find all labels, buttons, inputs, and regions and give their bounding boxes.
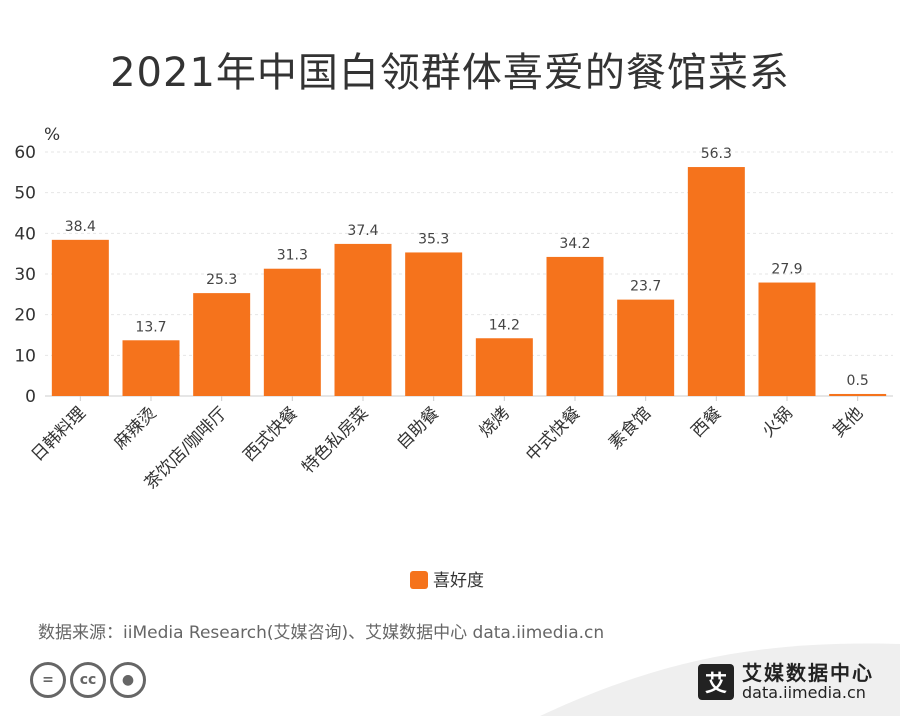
x-tick-label: 西餐 — [688, 403, 726, 441]
bar — [263, 268, 321, 396]
data-label: 27.9 — [771, 262, 802, 278]
x-tick-label: 火锅 — [758, 403, 796, 441]
bar — [475, 338, 533, 396]
x-tick-label: 素食馆 — [605, 403, 655, 453]
data-label: 25.3 — [206, 272, 237, 288]
y-tick-label: 0 — [25, 387, 36, 407]
y-tick-label: 20 — [14, 306, 36, 326]
data-label: 37.4 — [347, 223, 378, 239]
person-icon: ● — [110, 662, 146, 698]
brand-url: data.iimedia.cn — [742, 683, 866, 702]
bar — [51, 239, 109, 396]
data-label: 14.2 — [489, 317, 520, 333]
brand-logo-icon: 艾 — [698, 663, 734, 700]
bar — [829, 393, 887, 396]
chart-title: 2021年中国白领群体喜爱的餐馆菜系 — [110, 50, 790, 96]
data-label: 35.3 — [418, 231, 449, 247]
brand-logo-block: 艾 艾媒数据中心 data.iimedia.cn — [698, 662, 874, 702]
brand-name: 艾媒数据中心 — [742, 661, 874, 685]
y-tick-label: 30 — [14, 265, 36, 285]
y-tick-label: 10 — [14, 346, 36, 366]
x-tick-label: 麻辣烫 — [110, 403, 160, 453]
bar — [122, 340, 180, 396]
y-tick-label: 50 — [14, 184, 36, 204]
equal-icon: = — [30, 662, 66, 698]
x-tick-label: 烧烤 — [476, 403, 514, 441]
cc-icon: cc — [70, 662, 106, 698]
bar — [193, 293, 251, 396]
data-label: 13.7 — [135, 319, 166, 335]
y-tick-label: 40 — [14, 224, 36, 244]
x-tick-label: 中式快餐 — [522, 403, 584, 465]
x-tick-label: 西式快餐 — [240, 403, 302, 465]
x-tick-label: 自助餐 — [393, 403, 443, 453]
data-label: 31.3 — [277, 248, 308, 264]
x-tick-label: 日韩料理 — [28, 403, 90, 465]
data-label: 56.3 — [701, 146, 732, 162]
data-label: 0.5 — [847, 373, 869, 389]
data-source: 数据来源：iiMedia Research(艾媒咨询)、艾媒数据中心 data.… — [38, 623, 605, 643]
data-label: 38.4 — [65, 219, 96, 235]
y-tick-label: 60 — [14, 143, 36, 163]
bar — [334, 243, 392, 396]
bar — [687, 167, 745, 396]
y-axis-unit: % — [44, 125, 60, 145]
legend-swatch — [410, 571, 428, 589]
bar — [546, 256, 604, 396]
bar — [758, 282, 816, 396]
x-tick-label: 其他 — [829, 403, 867, 441]
bar — [617, 299, 675, 396]
x-tick-label: 特色私房菜 — [298, 403, 372, 477]
bar — [405, 252, 463, 396]
data-label: 34.2 — [559, 236, 590, 252]
data-label: 23.7 — [630, 279, 661, 295]
legend-label: 喜好度 — [433, 571, 484, 591]
license-icons: = cc ● — [30, 662, 146, 698]
bar-chart: 0102030405060%38.4日韩料理13.7麻辣烫25.3茶饮店/咖啡厅… — [14, 125, 893, 591]
